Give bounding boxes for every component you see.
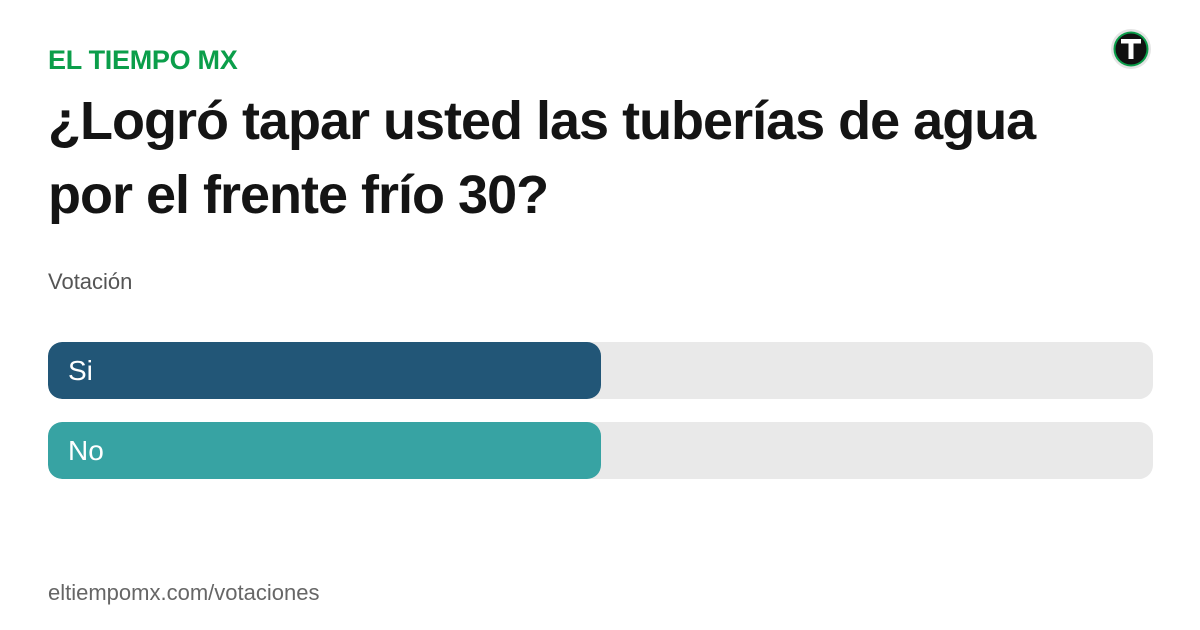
poll-option-no[interactable]: No	[48, 422, 1153, 479]
poll-option-no-label: No	[68, 435, 104, 466]
poll-question: ¿Logró tapar usted las tuberías de agua …	[48, 91, 1036, 225]
poll-subtitle: Votación	[48, 269, 133, 294]
poll-option-si-label: Si	[68, 355, 93, 386]
eltiempo-logo-icon[interactable]	[1110, 28, 1152, 70]
footer-url[interactable]: eltiempomx.com/votaciones	[48, 580, 320, 605]
poll-option-no-fill	[48, 422, 601, 479]
brand-name: EL TIEMPO MX	[48, 45, 238, 75]
poll-options: Si No	[48, 342, 1153, 502]
poll-option-si[interactable]: Si	[48, 342, 1153, 399]
poll-option-si-fill	[48, 342, 601, 399]
